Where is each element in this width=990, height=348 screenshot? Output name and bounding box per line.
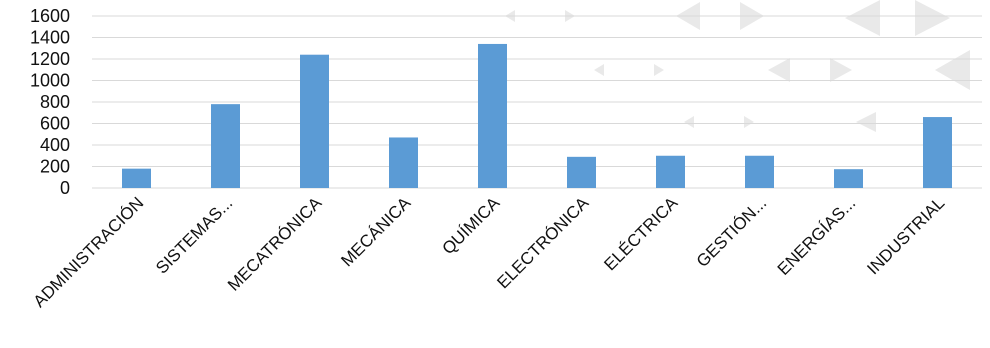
bar (300, 54, 329, 189)
y-tick-label: 1400 (30, 28, 70, 48)
bar (567, 156, 596, 188)
bar (211, 104, 240, 188)
x-category-label: ADMINISTRACIÓN (30, 193, 148, 311)
watermark-arrow-left-medium-3 (856, 112, 876, 132)
bar (834, 169, 863, 188)
watermark-arrow-right-small-3 (744, 116, 754, 128)
x-category-label: ENERGÍAS... (774, 193, 860, 279)
bar (389, 137, 418, 188)
x-category-label: GESTIÓN... (693, 193, 771, 271)
y-tick-label: 600 (40, 114, 70, 134)
bars (122, 43, 952, 189)
watermark-arrow-left-large (845, 0, 880, 36)
y-tick-label: 0 (60, 178, 70, 198)
x-category-label: SISTEMAS... (152, 193, 236, 277)
gridlines (92, 15, 982, 189)
y-tick-label: 800 (40, 92, 70, 112)
x-category-label: INDUSTRIAL (863, 193, 948, 278)
x-category-label: ELÉCTRICA (600, 193, 681, 274)
y-tick-label: 1200 (30, 49, 70, 69)
watermark-arrow-left-small-3 (684, 116, 694, 128)
x-category-label: MECATRÓNICA (224, 193, 326, 295)
watermark-arrow-right-medium-2 (830, 58, 852, 82)
bar (923, 117, 952, 188)
bar (656, 155, 685, 188)
x-category-label: MECÁNICA (337, 193, 414, 270)
watermark-arrow-left-large-2 (935, 50, 970, 90)
x-category-label: QUÍMICA (438, 193, 503, 258)
watermark-arrow-right-large (915, 0, 950, 36)
bar (122, 168, 151, 188)
watermark-arrow-left-medium-2 (768, 58, 790, 82)
bar (745, 155, 774, 188)
y-tick-label: 400 (40, 135, 70, 155)
bar (478, 43, 507, 189)
y-tick-label: 1000 (30, 71, 70, 91)
watermark-arrow-left-small-2 (594, 64, 604, 76)
x-category-label: ELECTRÓNICA (493, 193, 592, 292)
watermark-arrows (505, 0, 970, 132)
y-tick-label: 200 (40, 157, 70, 177)
y-tick-label: 1600 (30, 6, 70, 26)
watermark-arrow-right-small-2 (654, 64, 664, 76)
x-axis-labels: ADMINISTRACIÓN SISTEMAS...MECATRÓNICA MECÁ… (30, 193, 949, 311)
